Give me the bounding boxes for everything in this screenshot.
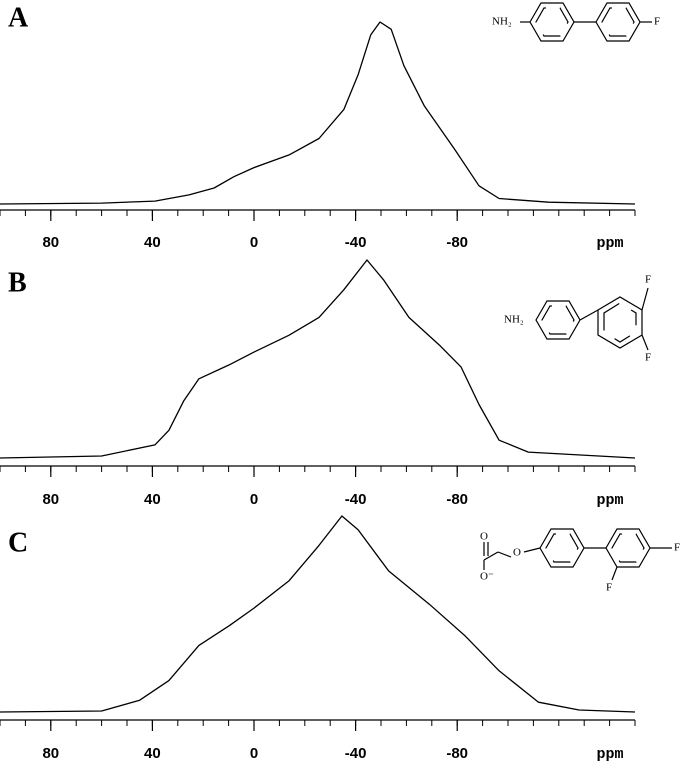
- x-tick-label: 0: [250, 745, 258, 762]
- panel-label: A: [8, 2, 29, 33]
- structure-b: [535, 287, 649, 351]
- structure-c: [483, 528, 672, 581]
- structure-label: F: [654, 16, 660, 28]
- x-tick-label: 0: [250, 491, 258, 508]
- structure-label: F: [645, 274, 651, 286]
- x-tick-label: -80: [446, 491, 468, 508]
- panel-label: B: [8, 267, 27, 298]
- structure-label: F: [645, 352, 651, 364]
- structure-label: NH₂: [492, 16, 512, 28]
- x-axis-label: ppm: [596, 235, 623, 252]
- x-tick-label: -40: [345, 745, 367, 762]
- x-tick-label: 80: [42, 745, 59, 762]
- structure-a: [520, 2, 652, 42]
- x-axis-label: ppm: [596, 492, 623, 509]
- structure-label: O: [513, 547, 521, 559]
- x-tick-label: 40: [144, 234, 161, 251]
- x-tick-label: 40: [144, 491, 161, 508]
- x-axis-label: ppm: [596, 746, 623, 763]
- structure-label: F: [606, 582, 612, 594]
- spectrum-line: [0, 259, 636, 459]
- x-tick-label: 40: [144, 745, 161, 762]
- x-tick-label: 0: [250, 234, 258, 251]
- spectrum-line: [0, 515, 636, 713]
- structure-label: F: [674, 542, 680, 554]
- spectrum-line: [0, 21, 636, 205]
- x-tick-label: 80: [42, 234, 59, 251]
- panel-label: C: [8, 527, 28, 558]
- x-tick-label: 80: [42, 491, 59, 508]
- structure-label: O: [480, 531, 488, 543]
- x-tick-label: -40: [345, 491, 367, 508]
- structure-label: NH₂: [504, 314, 524, 326]
- x-tick-label: -80: [446, 745, 468, 762]
- x-tick-label: -40: [345, 234, 367, 251]
- x-tick-label: -80: [446, 234, 468, 251]
- structure-label: O⁻: [480, 571, 494, 583]
